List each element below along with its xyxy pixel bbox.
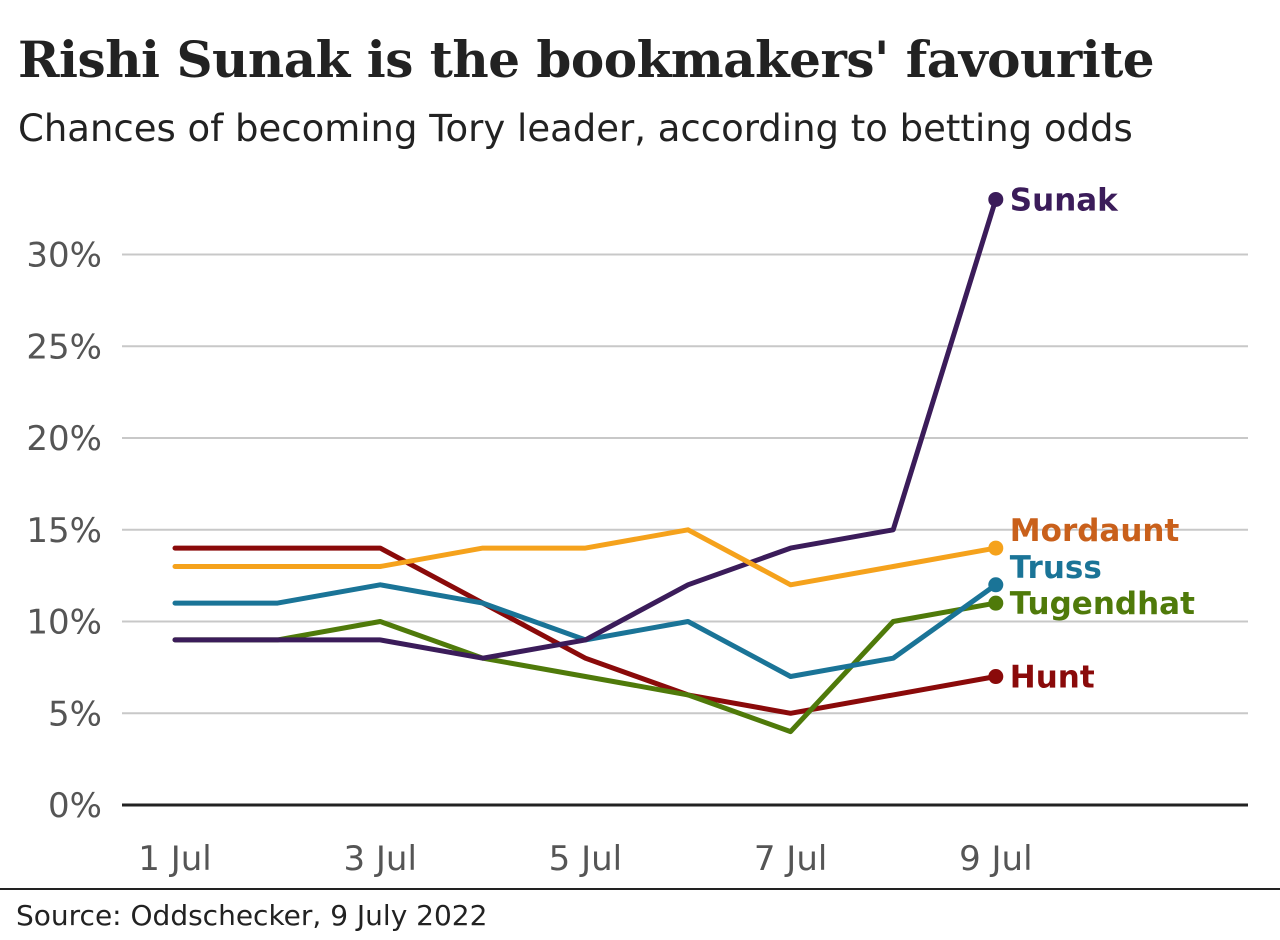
series-endpoint-mordaunt — [988, 540, 1004, 556]
y-tick-label: 25% — [26, 327, 102, 367]
chart-subtitle: Chances of becoming Tory leader, accordi… — [18, 107, 1133, 150]
series-line-tugendhat — [172, 600, 999, 735]
series-label-sunak: Sunak — [1010, 182, 1119, 218]
series-endpoint-sunak — [988, 191, 1004, 207]
chart-title: Rishi Sunak is the bookmakers' favourite — [18, 30, 1155, 89]
x-tick-label: 7 Jul — [754, 839, 827, 879]
series-line-hunt — [172, 545, 999, 716]
series-endpoint-hunt — [988, 669, 1004, 685]
series-line-mordaunt — [172, 527, 999, 588]
series-label-mordaunt: Mordaunt — [1010, 513, 1180, 549]
x-axis-ticks: 1 Jul 3 Jul 5 Jul 7 Jul 9 Jul — [138, 839, 1032, 879]
y-tick-label: 30% — [26, 236, 102, 276]
x-tick-label: 3 Jul — [343, 839, 416, 879]
series-label-truss: Truss — [1010, 550, 1102, 586]
series-endpoint-truss — [988, 577, 1004, 593]
series-label-tugendhat: Tugendhat — [1010, 586, 1195, 622]
series-lines — [172, 196, 999, 735]
y-tick-label: 5% — [48, 694, 102, 734]
series-line-sunak — [172, 196, 999, 661]
source-note: Source: Oddschecker, 9 July 2022 — [16, 899, 488, 932]
series-endpoints — [988, 191, 1004, 685]
y-axis-ticks: 0% 5% 10% 15% 20% 25% 30% — [26, 236, 102, 827]
y-tick-label: 15% — [26, 511, 102, 551]
gridlines — [122, 253, 1248, 807]
series-label-hunt: Hunt — [1010, 660, 1095, 696]
series-line-truss — [172, 582, 999, 679]
y-tick-label: 10% — [26, 603, 102, 643]
x-tick-label: 5 Jul — [549, 839, 622, 879]
x-tick-label: 9 Jul — [959, 839, 1032, 879]
y-tick-label: 0% — [48, 786, 102, 826]
y-tick-label: 20% — [26, 419, 102, 459]
x-tick-label: 1 Jul — [138, 839, 211, 879]
series-endpoint-tugendhat — [988, 595, 1004, 611]
footer-divider — [0, 888, 1280, 890]
